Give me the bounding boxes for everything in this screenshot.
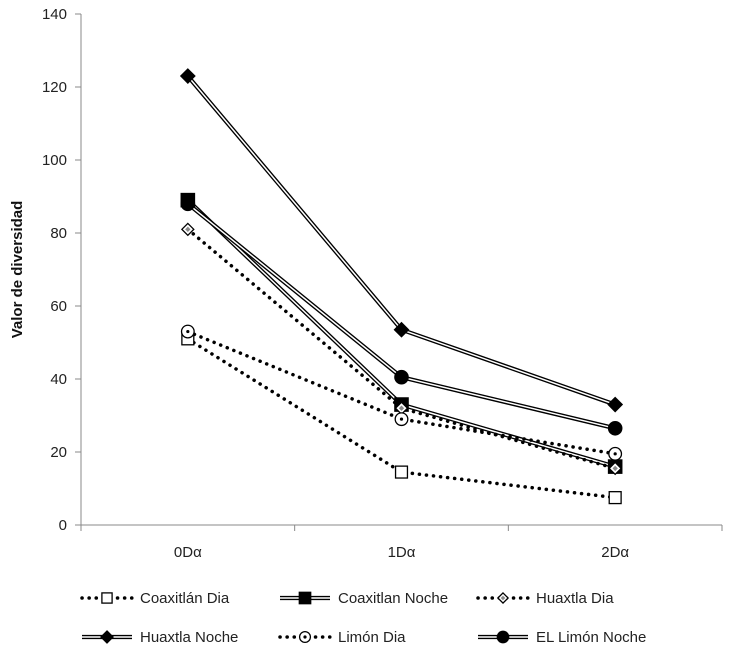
legend-marker-2-center	[500, 595, 506, 601]
y-tick-label: 40	[50, 371, 67, 388]
legend: Coaxitlán Dia Coaxitlan Noche Huaxtla Dia H…	[80, 590, 646, 646]
series-5	[180, 196, 623, 436]
series-4-line	[186, 329, 617, 456]
series-4-point-0-center	[186, 329, 190, 334]
legend-marker-3	[100, 630, 114, 644]
legend-marker-5	[496, 630, 510, 644]
y-tick-label: 60	[50, 298, 67, 315]
legend-item-3: Huaxtla Noche	[82, 629, 238, 646]
series-3	[179, 68, 624, 413]
series-3-point-1	[393, 321, 410, 338]
legend-label: Huaxtla Dia	[536, 590, 614, 607]
y-tick-label: 0	[59, 517, 67, 534]
y-tick-label: 140	[42, 6, 67, 23]
series-5-line-inner	[187, 203, 616, 430]
series-3-line-inner	[187, 75, 616, 406]
legend-marker-1	[298, 591, 312, 605]
legend-item-2: Huaxtla Dia	[476, 590, 614, 607]
series-2-point-0-center	[185, 226, 191, 233]
legend-label: Coaxitlan Noche	[338, 590, 448, 607]
series-3-line-outer	[186, 74, 616, 407]
x-tick-label: 1Dα	[388, 544, 416, 561]
series-2	[180, 222, 623, 476]
legend-item-5: EL Limón Noche	[478, 629, 646, 646]
legend-label: Huaxtla Noche	[140, 629, 238, 646]
series-3-point-2	[607, 396, 624, 413]
series-5-line-outer	[186, 202, 616, 431]
legend-label: Coaxitlán Dia	[140, 590, 230, 607]
legend-label: Limón Dia	[338, 629, 406, 646]
x-tick-label: 0Dα	[174, 544, 202, 561]
x-tick-label: 2Dα	[601, 544, 629, 561]
series-layer	[179, 68, 624, 505]
legend-marker-4-center	[303, 635, 307, 639]
legend-label: EL Limón Noche	[536, 629, 646, 646]
axes	[80, 14, 722, 526]
series-2-line	[186, 227, 617, 471]
legend-item-4: Limón Dia	[278, 629, 406, 646]
y-tick-label: 20	[50, 444, 67, 461]
y-axis-ticks: 0 20 40 60 80 100 120 140	[42, 6, 81, 534]
y-tick-label: 80	[50, 225, 67, 242]
y-axis-title: Valor de diversidad	[9, 201, 26, 339]
series-3-point-0	[179, 68, 196, 84]
series-4-point-1-center	[399, 417, 404, 421]
series-5-point-2	[607, 420, 623, 436]
series-2-point-1-center	[398, 405, 405, 411]
series-0-line	[186, 337, 617, 500]
legend-item-1: Coaxitlan Noche	[280, 590, 448, 607]
legend-item-0: Coaxitlán Dia	[80, 590, 230, 607]
series-2-point-2-center	[612, 465, 618, 472]
series-0-point-1	[394, 465, 409, 479]
series-5-point-0	[180, 196, 196, 212]
legend-marker-0	[101, 592, 113, 604]
series-5-point-1	[394, 369, 409, 385]
y-tick-label: 120	[42, 79, 67, 96]
x-axis-ticks: 0Dα 1Dα 2Dα	[80, 525, 723, 561]
series-4	[180, 324, 623, 461]
series-0-point-2	[608, 491, 622, 505]
y-tick-label: 100	[42, 152, 67, 169]
series-4-point-2-center	[613, 452, 617, 456]
